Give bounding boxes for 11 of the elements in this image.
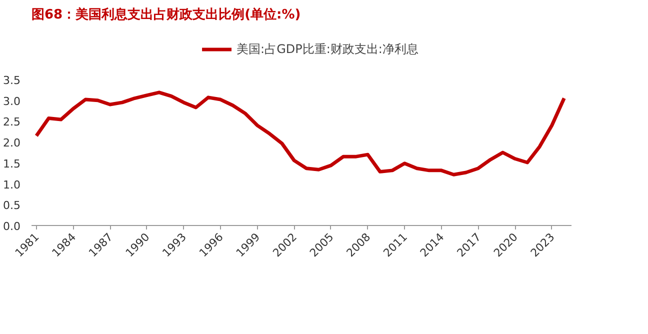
y-tick-label: 0.0 <box>3 220 21 233</box>
y-tick-label: 1.0 <box>3 178 21 192</box>
y-tick-label: 3.5 <box>3 74 21 87</box>
y-tick-label: 1.5 <box>3 157 21 170</box>
y-tick-label: 3.0 <box>3 94 21 108</box>
chart-title: 图68：美国利息支出占财政支出比例(单位:%) <box>32 6 301 22</box>
y-tick-label: 2.0 <box>3 136 21 150</box>
y-tick-label: 2.5 <box>3 116 21 129</box>
y-tick-label: 0.5 <box>3 199 21 212</box>
legend-label: 美国:占GDP比重:财政支出:净利息 <box>236 40 418 58</box>
line-series <box>34 90 566 176</box>
